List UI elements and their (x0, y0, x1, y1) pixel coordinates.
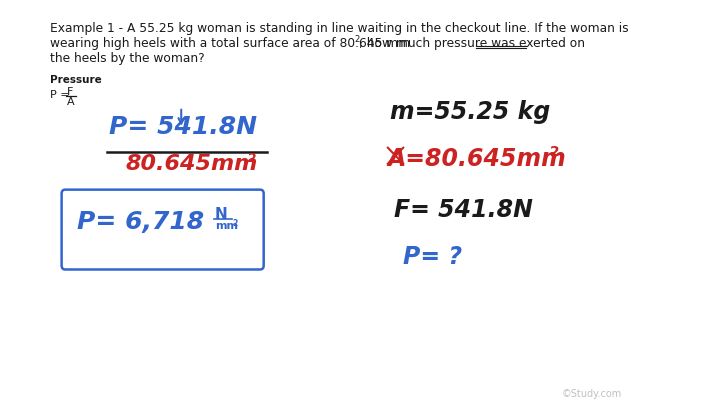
Text: Example 1 - A 55.25 kg woman is standing in line waiting in the checkout line. I: Example 1 - A 55.25 kg woman is standing… (50, 22, 628, 35)
Text: 80.645mm: 80.645mm (125, 153, 257, 173)
Text: , how much pressure was exerted on: , how much pressure was exerted on (359, 37, 585, 50)
Text: N: N (214, 206, 227, 221)
Text: the heels by the woman?: the heels by the woman? (50, 52, 204, 65)
FancyBboxPatch shape (61, 190, 264, 270)
Text: P= 541.8N: P= 541.8N (109, 115, 257, 138)
Text: Pressure: Pressure (50, 75, 102, 85)
Text: 2: 2 (233, 218, 238, 227)
Text: wearing high heels with a total surface area of 80.645 mm: wearing high heels with a total surface … (50, 37, 410, 50)
Text: 2: 2 (248, 151, 257, 164)
Text: A=80.645mm: A=80.645mm (388, 146, 566, 170)
Text: A: A (67, 97, 74, 107)
Text: 2: 2 (355, 35, 360, 44)
Text: F= 541.8N: F= 541.8N (394, 197, 533, 221)
Text: P= ?: P= ? (403, 244, 463, 268)
Text: P= 6,718: P= 6,718 (77, 209, 204, 233)
Text: F: F (67, 87, 74, 97)
Text: ©Study.com: ©Study.com (562, 388, 622, 398)
Text: 2: 2 (550, 144, 560, 158)
Text: m=55.25 kg: m=55.25 kg (390, 99, 550, 124)
Text: P =: P = (50, 89, 73, 99)
Text: mm: mm (214, 220, 238, 230)
